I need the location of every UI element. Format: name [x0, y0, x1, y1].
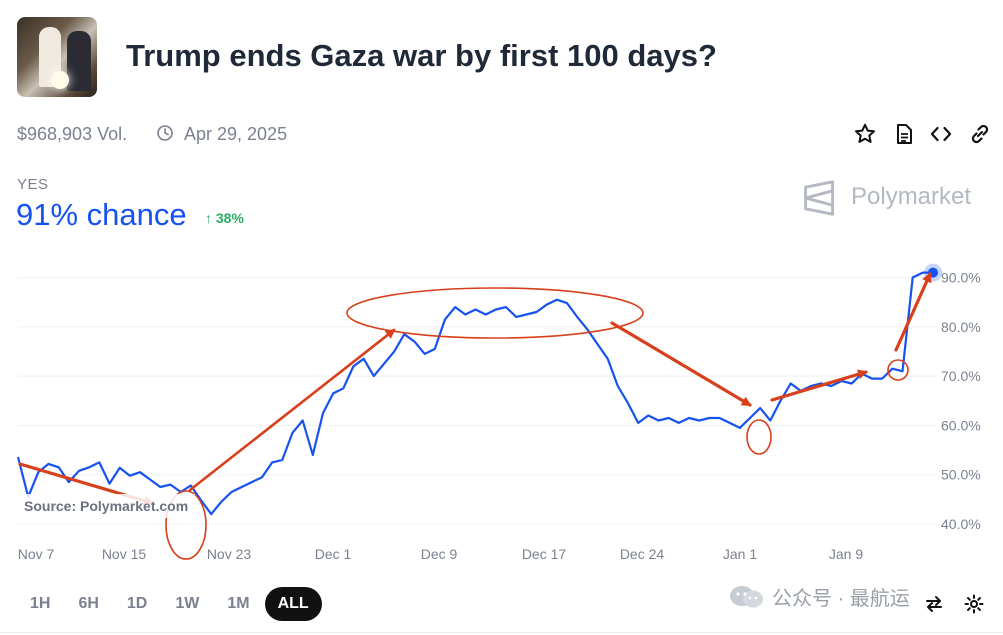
volume-text: $968,903 Vol. [17, 124, 128, 144]
annotation-circle-breakout [887, 359, 909, 381]
annotation-arrow-rally [188, 328, 396, 492]
y-tick-label: 40.0% [941, 516, 981, 532]
x-tick-label: Jan 1 [723, 546, 757, 562]
chance-value: 91% chance [16, 197, 187, 232]
range-6h-button[interactable]: 6H [78, 595, 99, 612]
thumbnail-figure-right [67, 31, 91, 91]
annotation-arrow-recovery [770, 369, 868, 402]
x-tick-label: Nov 15 [102, 546, 147, 562]
y-axis-ticks: 40.0% 50.0% 60.0% 70.0% 80.0% 90.0% [941, 270, 981, 533]
x-axis-ticks: Nov 7 Nov 15 Nov 23 Dec 1 Dec 9 Dec 17 Dec 24 J… [18, 546, 864, 562]
y-tick-label: 80.0% [941, 319, 981, 335]
annotation-circle-low [165, 490, 207, 560]
x-tick-label: Dec 17 [522, 546, 567, 562]
x-tick-label: Nov 7 [18, 546, 55, 562]
range-1w-button[interactable]: 1W [175, 595, 200, 612]
range-1h-button[interactable]: 1H [30, 595, 51, 612]
market-title: Trump ends Gaza war by first 100 days? [126, 38, 717, 73]
series-path [16, 271, 933, 516]
x-tick-label: Nov 23 [207, 546, 252, 562]
polymarket-wordmark: Polymarket [851, 183, 972, 210]
thumbnail-orb [51, 71, 69, 89]
divider [0, 632, 1003, 633]
x-tick-label: Jan 9 [829, 546, 863, 562]
wechat-icon [730, 586, 763, 608]
outcome-label: YES [17, 176, 49, 193]
range-all-button[interactable]: ALL [264, 587, 322, 621]
time-range-selector: 1H 6H 1D 1W 1M ALL [17, 586, 324, 622]
x-tick-label: Dec 9 [421, 546, 458, 562]
annotation-arrow-drop [610, 321, 752, 407]
document-icon[interactable] [892, 122, 916, 146]
price-chart[interactable]: 40.0%50.0%60.0%70.0%80.0%90.0% Nov 7 Nov … [0, 250, 1003, 580]
clock-icon [157, 125, 173, 141]
annotations [18, 272, 932, 560]
settings-gear-icon[interactable] [964, 594, 984, 614]
annotation-ellipse-plateau [346, 287, 644, 339]
x-tick-label: Dec 24 [620, 546, 665, 562]
grid-lines [18, 277, 937, 525]
star-icon[interactable] [853, 122, 877, 146]
link-icon[interactable] [968, 122, 992, 146]
swap-icon[interactable] [924, 594, 944, 614]
end-date-text: Apr 29, 2025 [184, 124, 288, 144]
range-1d-button[interactable]: 1D [126, 595, 148, 612]
annotation-circle-dip [746, 419, 772, 455]
x-tick-label: Dec 1 [315, 546, 352, 562]
watermark-text: 公众号 · 最航运 [772, 588, 910, 610]
y-tick-label: 60.0% [941, 417, 981, 433]
y-tick-label: 70.0% [941, 368, 981, 384]
y-tick-label: 90.0% [941, 270, 981, 286]
source-label: Source: Polymarket.com [17, 494, 196, 518]
embed-code-icon[interactable] [929, 122, 953, 146]
market-thumbnail [17, 17, 97, 97]
change-indicator: ↑ 38% [205, 210, 244, 226]
polymarket-logo-icon [804, 180, 835, 216]
range-1m-button[interactable]: 1M [227, 595, 250, 612]
y-tick-label: 50.0% [941, 467, 981, 483]
series-line [16, 263, 942, 516]
annotation-arrow-surge [894, 272, 932, 352]
